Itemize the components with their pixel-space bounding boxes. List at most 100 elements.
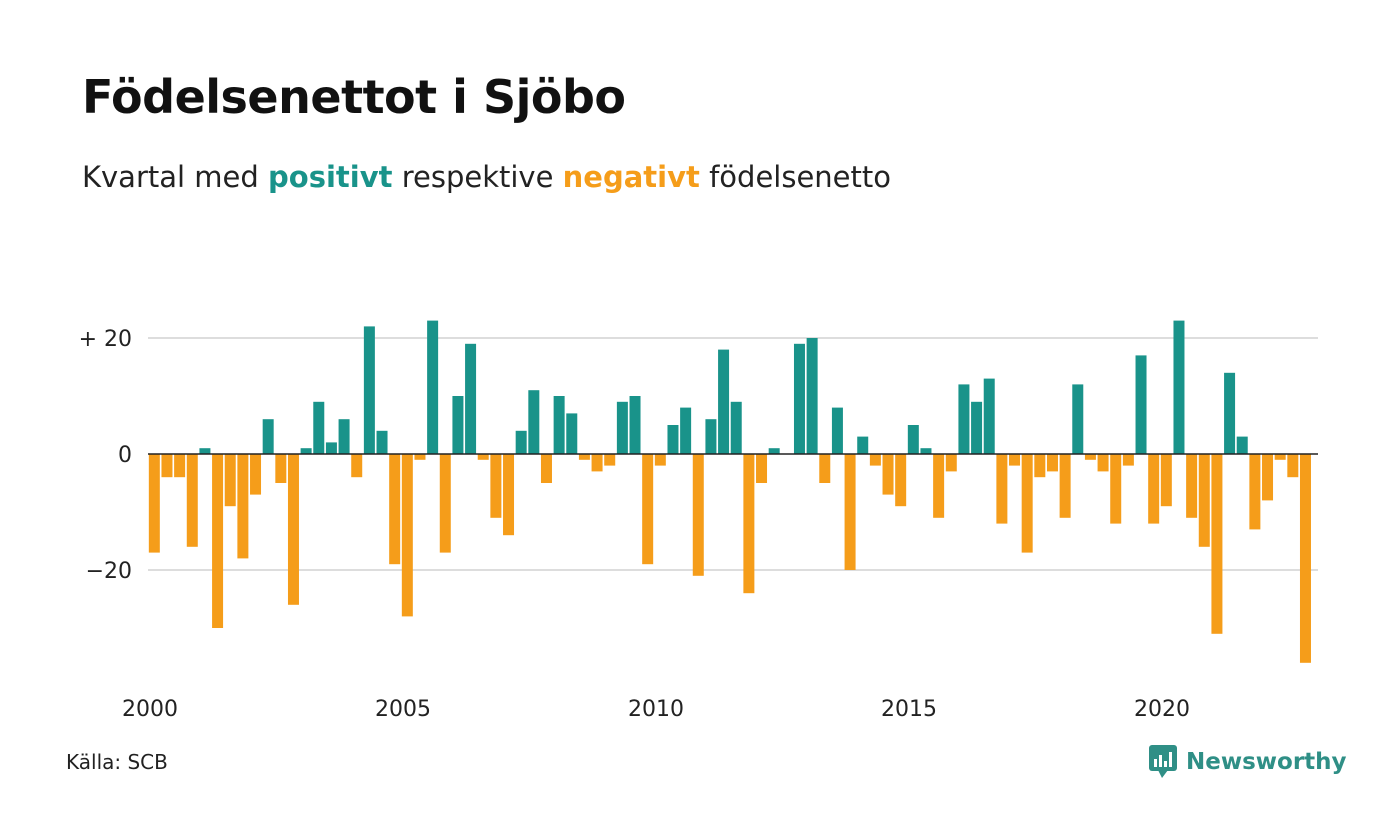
bar-positive (515, 430, 527, 454)
x-tick-label: 2010 (628, 697, 684, 722)
bar-positive (793, 343, 805, 454)
bar-positive (427, 320, 439, 454)
bar-positive (958, 384, 970, 454)
bar-negative (844, 454, 856, 570)
bar-positive (1224, 372, 1236, 454)
bar-positive (313, 401, 325, 454)
bar-positive (768, 448, 780, 454)
subtitle-text-after: födelsenetto (709, 160, 891, 194)
bar-negative (1021, 454, 1033, 553)
bar-negative (945, 454, 957, 472)
x-tick-label: 2005 (375, 697, 431, 722)
bar-negative (1299, 454, 1311, 663)
bar-negative (275, 454, 287, 483)
bar-positive (1072, 384, 1084, 454)
bar-positive (452, 396, 464, 454)
bar-negative (389, 454, 401, 565)
bar-positive (983, 378, 995, 454)
bar-positive (325, 442, 337, 454)
bar-positive (831, 407, 843, 454)
bar-negative (604, 454, 616, 466)
bar-negative (237, 454, 249, 559)
bar-positive (376, 430, 388, 454)
bar-negative (1034, 454, 1046, 478)
bar-negative (148, 454, 160, 553)
bar-positive (199, 448, 211, 454)
subtitle-text-middle: respektive (401, 160, 554, 194)
bar-negative (1046, 454, 1058, 472)
bar-negative (1097, 454, 1109, 472)
bar-positive (566, 413, 578, 454)
bar-positive (907, 425, 919, 454)
bar-positive (629, 396, 641, 454)
bar-negative (1110, 454, 1122, 524)
bar-negative (1198, 454, 1210, 547)
bar-negative (996, 454, 1008, 524)
bar-negative (1186, 454, 1198, 518)
bar-negative (186, 454, 198, 547)
bar-negative (654, 454, 666, 466)
bar-negative (642, 454, 654, 565)
bar-negative (756, 454, 768, 483)
bar-chart: + 20 0 −20 2000 2005 2010 2015 2020 (79, 320, 1318, 722)
bar-negative (351, 454, 363, 478)
subtitle-text-before: Kvartal med (82, 160, 259, 194)
subtitle-positive-word: positivt (268, 160, 393, 194)
bar-negative (1059, 454, 1071, 518)
bar-positive (1135, 355, 1147, 454)
bar-negative (1274, 454, 1286, 460)
bar-positive (730, 401, 742, 454)
bar-negative (895, 454, 907, 507)
bar-negative (503, 454, 515, 536)
bar-negative (540, 454, 552, 483)
y-tick-label: −20 (86, 559, 132, 584)
chart-subtitle: Kvartal med positivt respektive negativt… (82, 160, 891, 194)
bar-negative (1009, 454, 1021, 466)
bar-negative (869, 454, 881, 466)
bar-negative (882, 454, 894, 495)
bar-negative (933, 454, 945, 518)
bar-negative (1148, 454, 1160, 524)
bar-negative (819, 454, 831, 483)
bar-negative (591, 454, 603, 472)
bar-negative (1287, 454, 1299, 478)
bar-negative (490, 454, 502, 518)
bar-positive (363, 326, 375, 454)
bar-positive (300, 448, 312, 454)
bar-positive (857, 436, 869, 454)
subtitle-negative-word: negativt (562, 160, 700, 194)
bar-positive (680, 407, 692, 454)
bar-positive (616, 401, 628, 454)
bar-positive (553, 396, 565, 454)
bar-positive (262, 419, 274, 454)
x-tick-label: 2000 (122, 697, 178, 722)
x-tick-label: 2015 (881, 697, 937, 722)
bar-positive (806, 338, 818, 454)
bar-positive (528, 390, 540, 454)
bar-positive (1236, 436, 1248, 454)
bar-negative (692, 454, 704, 576)
bar-negative (161, 454, 173, 478)
bar-negative (1249, 454, 1261, 530)
newsworthy-logo-icon (1149, 745, 1177, 778)
bar-negative (414, 454, 426, 460)
bar-negative (224, 454, 236, 507)
bar-positive (1173, 320, 1185, 454)
bar-negative (1084, 454, 1096, 460)
y-tick-label: + 20 (79, 327, 132, 352)
bar-negative (439, 454, 451, 553)
source-note: Källa: SCB (66, 750, 168, 774)
bar-negative (578, 454, 590, 460)
bar-negative (212, 454, 224, 628)
chart-title: Födelsenettot i Sjöbo (82, 70, 626, 124)
bar-negative (287, 454, 299, 605)
bar-positive (338, 419, 350, 454)
bar-negative (477, 454, 489, 460)
bar-negative (250, 454, 262, 495)
brand-name: Newsworthy (1186, 749, 1347, 775)
bar-negative (1160, 454, 1172, 507)
bar-negative (1122, 454, 1134, 466)
x-tick-label: 2020 (1134, 697, 1190, 722)
bar-positive (667, 425, 679, 454)
bar-negative (743, 454, 755, 594)
